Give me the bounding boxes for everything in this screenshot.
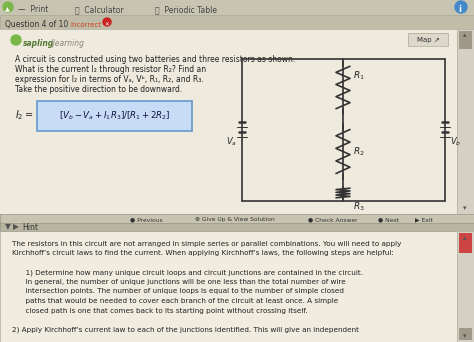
Bar — [408, 33, 448, 46]
Text: closed path is one that comes back to its starting point without crossing itself: closed path is one that comes back to it… — [12, 307, 308, 314]
Bar — [0, 15, 474, 29]
Text: ▴: ▴ — [463, 32, 467, 38]
Text: |learning: |learning — [50, 39, 84, 48]
Bar — [0, 231, 474, 342]
Text: 2) Apply Kirchhoff’s current law to each of the junctions identified. This will : 2) Apply Kirchhoff’s current law to each… — [12, 327, 359, 333]
Text: intersection points. The number of unique loops is equal to the number of simple: intersection points. The number of uniqu… — [12, 289, 344, 294]
Bar — [0, 223, 474, 231]
Text: paths that would be needed to cover each branch of the circuit at least once. A : paths that would be needed to cover each… — [12, 298, 338, 304]
Bar — [0, 223, 474, 231]
Bar — [37, 101, 192, 131]
Text: ⊗ Give Up & View Solution: ⊗ Give Up & View Solution — [195, 218, 275, 223]
Text: A circuit is constructed using two batteries and three resistors as shown.: A circuit is constructed using two batte… — [15, 55, 295, 64]
Text: 📋  Periodic Table: 📋 Periodic Table — [155, 5, 217, 14]
Bar — [457, 231, 474, 342]
Text: ▶: ▶ — [13, 223, 19, 232]
Bar — [0, 231, 474, 342]
Text: Question 4 of 10: Question 4 of 10 — [5, 21, 68, 29]
Text: Take the positive direction to be downward.: Take the positive direction to be downwa… — [15, 85, 182, 94]
Text: sapling: sapling — [23, 39, 54, 48]
Text: $R_3$: $R_3$ — [353, 201, 365, 213]
Bar — [457, 29, 474, 214]
Circle shape — [103, 18, 111, 26]
Bar — [0, 214, 474, 223]
Text: ▾: ▾ — [463, 205, 467, 211]
Bar — [459, 328, 472, 340]
Text: ▶ Exit: ▶ Exit — [415, 218, 433, 223]
Text: What is the current I₂ through resistor R₂? Find an: What is the current I₂ through resistor … — [15, 65, 206, 74]
Text: ● Check Answer: ● Check Answer — [308, 218, 357, 223]
Text: $V_b$: $V_b$ — [450, 135, 461, 147]
Text: Hint: Hint — [22, 223, 38, 232]
Text: $R_1$: $R_1$ — [353, 70, 365, 82]
Bar — [37, 101, 192, 131]
Text: ● Previous: ● Previous — [130, 218, 163, 223]
Circle shape — [11, 35, 21, 45]
Circle shape — [3, 2, 13, 12]
Bar — [0, 29, 474, 214]
Text: $V_a$: $V_a$ — [226, 135, 237, 147]
Bar — [0, 0, 474, 15]
Bar — [459, 233, 472, 253]
Text: expression for I₂ in terms of Vₐ, Vᵇ, R₁, R₂, and R₃.: expression for I₂ in terms of Vₐ, Vᵇ, R₁… — [15, 75, 204, 84]
Text: 1) Determine how many unique circuit loops and circuit junctions are contained i: 1) Determine how many unique circuit loo… — [12, 269, 363, 276]
Text: i: i — [458, 5, 461, 14]
Text: The resistors in this circuit are not arranged in simple series or parallel comb: The resistors in this circuit are not ar… — [12, 241, 401, 247]
Bar — [0, 15, 474, 29]
Text: ✕: ✕ — [104, 22, 109, 27]
Text: $\left[V_b - V_a + I_1 R_3\right] / \left[R_1 + 2R_2\right]$: $\left[V_b - V_a + I_1 R_3\right] / \lef… — [59, 110, 170, 122]
Text: —  Print: — Print — [18, 5, 48, 14]
Text: ● Next: ● Next — [378, 218, 399, 223]
Text: In general, the number of unique junctions will be one less than the total numbe: In general, the number of unique junctio… — [12, 279, 346, 285]
Text: $I_2 =$: $I_2 =$ — [15, 108, 34, 122]
Text: ▲: ▲ — [5, 8, 10, 13]
Bar — [408, 33, 448, 46]
Text: ▴: ▴ — [463, 235, 467, 241]
Text: Incorrect: Incorrect — [70, 22, 101, 28]
Text: 🖩  Calculator: 🖩 Calculator — [75, 5, 124, 14]
Bar — [457, 29, 474, 214]
Bar — [457, 231, 474, 342]
Bar — [0, 214, 474, 223]
Text: $R_2$: $R_2$ — [353, 146, 365, 158]
Text: Map ↗: Map ↗ — [417, 37, 439, 43]
Text: ▾: ▾ — [463, 333, 467, 339]
Text: Kirchhoff’s circuit laws to find the current. When applying Kirchhoff’s laws, th: Kirchhoff’s circuit laws to find the cur… — [12, 250, 394, 256]
Text: ▼: ▼ — [5, 223, 11, 232]
Circle shape — [455, 1, 467, 13]
Bar — [459, 31, 472, 49]
